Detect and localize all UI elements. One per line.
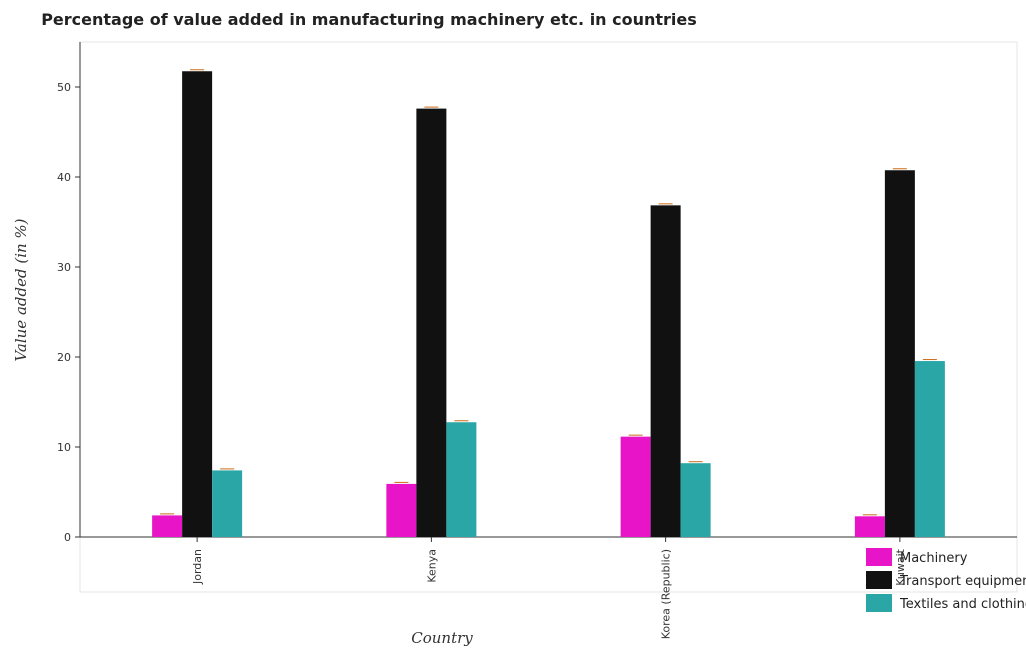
chart-title: Percentage of value added in manufacturi…	[41, 10, 697, 29]
bar-transport-equipments-kenya	[416, 108, 447, 537]
bar-machinery-kuwait	[854, 516, 885, 537]
bars	[152, 69, 945, 537]
bar-transport-equipments-jordan	[182, 71, 213, 537]
x-axis-ticks: Jordan Kenya Korea (Republic) Kuwait	[191, 537, 907, 639]
x-axis-label: Country	[411, 629, 473, 647]
y-tick-label: 40	[57, 171, 71, 184]
bar-textiles-and-clothing-kenya	[446, 422, 477, 537]
y-tick-label: 30	[57, 261, 71, 274]
y-axis-label: Value added (in %)	[12, 218, 30, 361]
bar-machinery-kenya	[386, 483, 417, 537]
bar-transport-equipments-korea-republic-	[650, 205, 681, 537]
x-tick-label: Kenya	[425, 549, 438, 583]
y-tick-label: 50	[57, 81, 71, 94]
bar-machinery-korea-republic-	[620, 436, 651, 537]
legend: Machinery Transport equipments Textiles an…	[866, 548, 1026, 612]
bar-transport-equipments-kuwait	[884, 170, 915, 537]
bar-textiles-and-clothing-kuwait	[914, 361, 945, 537]
legend-swatch	[866, 548, 892, 566]
legend-label: Transport equipments	[899, 574, 1026, 589]
legend-swatch	[866, 571, 892, 589]
legend-swatch	[866, 594, 892, 612]
legend-label: Machinery	[900, 551, 968, 566]
x-tick-label: Korea (Republic)	[660, 549, 673, 639]
bar-machinery-jordan	[152, 515, 183, 537]
legend-label: Textiles and clothing	[899, 597, 1026, 612]
y-tick-label: 0	[64, 531, 71, 544]
x-tick-label: Kuwait	[894, 548, 907, 585]
bar-textiles-and-clothing-jordan	[212, 470, 243, 537]
bar-textiles-and-clothing-korea-republic-	[680, 463, 711, 537]
y-tick-label: 10	[57, 441, 71, 454]
x-tick-label: Jordan	[191, 549, 204, 585]
y-axis-ticks: 0 10 20 30 40 50	[57, 81, 80, 544]
y-tick-label: 20	[57, 351, 71, 364]
